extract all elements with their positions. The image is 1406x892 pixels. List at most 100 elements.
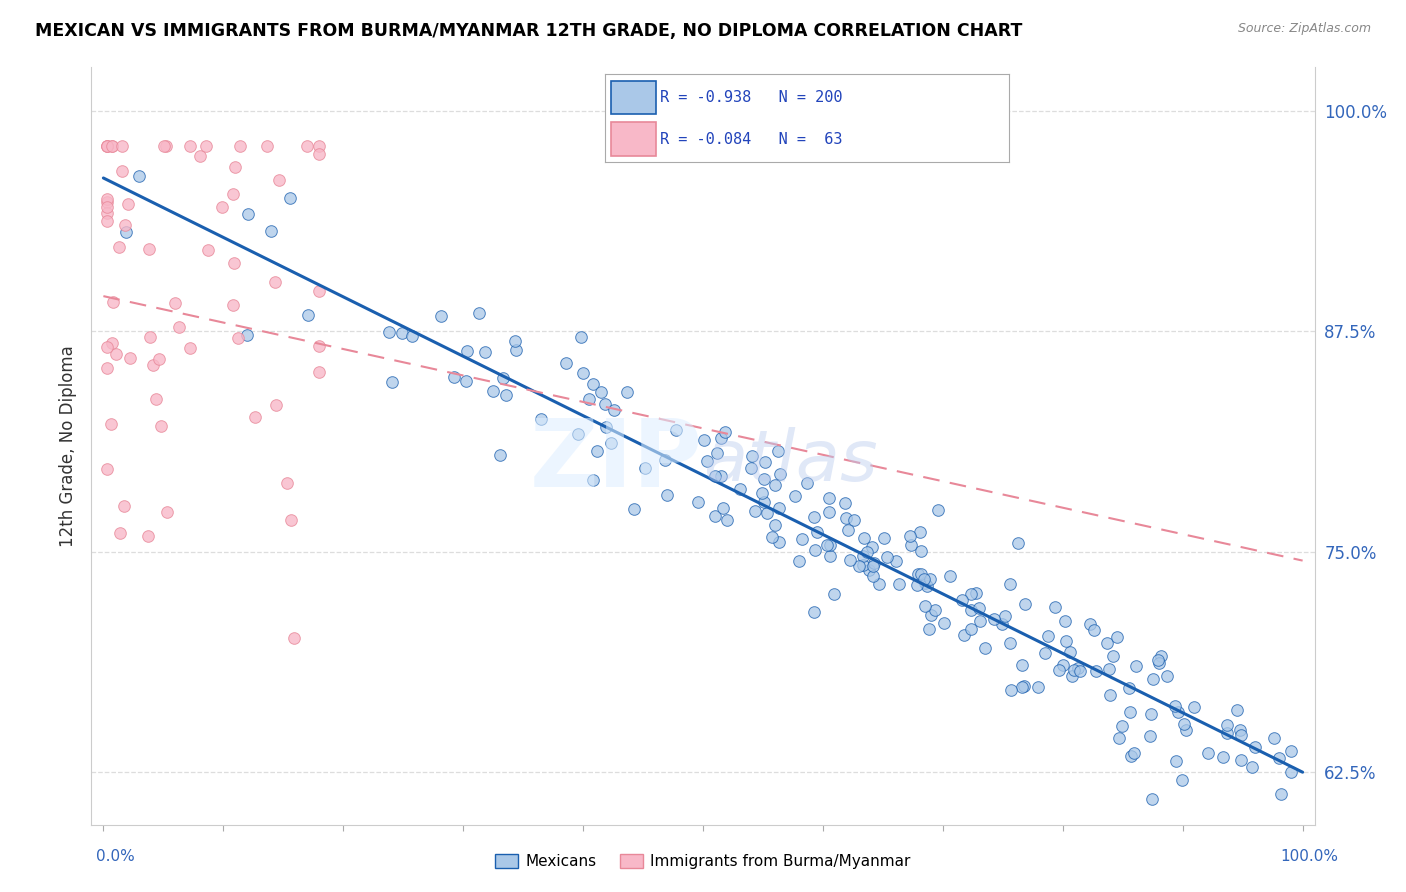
Point: [960, 587, 983, 601]
Point: [264, 398, 287, 412]
Point: [898, 529, 921, 543]
Point: [391, 326, 413, 340]
Point: [114, 499, 136, 513]
Point: [1230, 728, 1253, 742]
Point: [297, 308, 319, 322]
Point: [907, 566, 929, 581]
Point: [1118, 705, 1140, 719]
Point: [803, 605, 825, 619]
Point: [1033, 646, 1056, 660]
Point: [555, 356, 578, 370]
Point: [1140, 791, 1163, 805]
Text: 100.0%: 100.0%: [1281, 849, 1339, 863]
Point: [481, 384, 503, 398]
Point: [860, 540, 883, 554]
Point: [111, 164, 134, 178]
Point: [1053, 614, 1076, 628]
Point: [950, 592, 973, 607]
Point: [1118, 681, 1140, 696]
Point: [927, 502, 949, 516]
Point: [586, 444, 609, 458]
Point: [856, 545, 879, 559]
Point: [492, 371, 515, 385]
Point: [156, 505, 179, 519]
Point: [1083, 623, 1105, 637]
Point: [1069, 665, 1091, 679]
Point: [1111, 719, 1133, 733]
Point: [868, 577, 890, 591]
Point: [763, 478, 786, 492]
Point: [834, 511, 856, 525]
Point: [633, 460, 655, 475]
Point: [1047, 663, 1070, 677]
Point: [862, 559, 884, 574]
Point: [756, 506, 779, 520]
Point: [283, 631, 305, 645]
Point: [1060, 669, 1083, 683]
Point: [96, 139, 118, 153]
Point: [1140, 707, 1163, 722]
Point: [912, 572, 935, 586]
Point: [837, 523, 859, 537]
Point: [474, 345, 496, 359]
Point: [167, 319, 190, 334]
Point: [1142, 672, 1164, 686]
Point: [920, 572, 942, 586]
Point: [740, 461, 762, 475]
Point: [915, 579, 938, 593]
Point: [1038, 629, 1060, 643]
Point: [150, 418, 173, 433]
Point: [495, 388, 517, 402]
Point: [101, 139, 124, 153]
Point: [1150, 648, 1173, 663]
Point: [381, 375, 404, 389]
Point: [1098, 662, 1121, 676]
Point: [1268, 751, 1291, 765]
Point: [1164, 699, 1187, 714]
Point: [96, 206, 118, 220]
Point: [308, 339, 330, 353]
Point: [1105, 630, 1128, 644]
Point: [148, 351, 170, 366]
Point: [378, 325, 401, 339]
Point: [889, 576, 911, 591]
Point: [932, 615, 955, 630]
Text: MEXICAN VS IMMIGRANTS FROM BURMA/MYANMAR 12TH GRADE, NO DIPLOMA CORRELATION CHAR: MEXICAN VS IMMIGRANTS FROM BURMA/MYANMAR…: [35, 22, 1022, 40]
Point: [818, 538, 841, 552]
Point: [567, 427, 589, 442]
Point: [744, 504, 766, 518]
Point: [1279, 765, 1302, 780]
Point: [589, 385, 612, 400]
Point: [1084, 664, 1107, 678]
Point: [308, 147, 330, 161]
Point: [1119, 749, 1142, 764]
Point: [582, 473, 605, 487]
Point: [918, 623, 941, 637]
Point: [456, 374, 478, 388]
Point: [1229, 753, 1251, 767]
Point: [197, 243, 219, 257]
Point: [789, 554, 811, 568]
Point: [1279, 744, 1302, 758]
Point: [768, 443, 790, 458]
Point: [914, 599, 936, 613]
Point: [1000, 682, 1022, 697]
Point: [1007, 536, 1029, 550]
Point: [1108, 731, 1130, 745]
Point: [921, 607, 943, 622]
Point: [693, 433, 716, 447]
Point: [752, 495, 775, 509]
Point: [308, 139, 330, 153]
Point: [443, 370, 465, 384]
Point: [969, 601, 991, 615]
Point: [1123, 746, 1146, 760]
Point: [222, 256, 245, 270]
Point: [165, 295, 187, 310]
Point: [276, 476, 298, 491]
Point: [768, 501, 790, 516]
Point: [858, 563, 880, 577]
Point: [710, 431, 733, 445]
Point: [128, 169, 150, 183]
Point: [751, 486, 773, 500]
Point: [804, 543, 827, 558]
